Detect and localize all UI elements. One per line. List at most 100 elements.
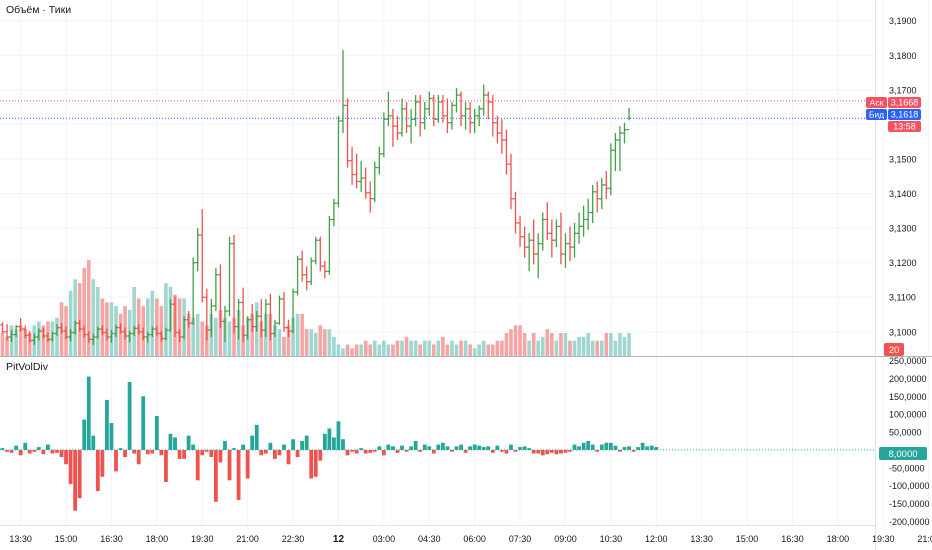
volume-bar (477, 344, 481, 356)
volume-bar (295, 313, 300, 356)
ohlc-bar (13, 324, 19, 337)
ohlc-bar (263, 298, 269, 337)
volume-bar (86, 260, 91, 356)
osc-bar (495, 445, 500, 450)
osc-bar (91, 435, 96, 450)
osc-pane-title[interactable]: PitVolDiv (6, 361, 49, 373)
ohlc-bar (0, 322, 5, 334)
osc-bar (531, 449, 536, 454)
price-tick-label: 3,1900 (889, 16, 917, 26)
volume-bar (191, 317, 195, 356)
ohlc-bar (227, 236, 232, 317)
volume-bar (627, 333, 631, 356)
volume-bar (463, 340, 468, 356)
price-tick-label: 3,1200 (889, 258, 917, 268)
ask-tag-bg (866, 97, 887, 108)
osc-bar (232, 448, 236, 450)
ohlc-bar (608, 143, 614, 196)
volume-bar (622, 336, 627, 356)
osc-bar (227, 449, 232, 481)
volume-bar (581, 336, 586, 356)
ohlc-bar (145, 331, 150, 343)
price-lines (0, 100, 875, 451)
ohlc-bar (72, 320, 78, 335)
osc-bar (427, 446, 432, 450)
osc-bar (259, 449, 264, 456)
ohlc-bar (59, 323, 64, 334)
volume-bar (418, 344, 422, 356)
osc-bar (23, 442, 28, 450)
osc-bar (200, 449, 205, 456)
volume-bar (595, 340, 600, 356)
countdown-bg (888, 121, 921, 132)
osc-bar (450, 449, 454, 452)
volume-bar (604, 333, 609, 356)
osc-bar (613, 445, 618, 450)
osc-bar (341, 439, 345, 450)
osc-bar (536, 449, 541, 454)
ohlc-bar (113, 324, 119, 337)
ohlc-bar (563, 233, 568, 268)
osc-tick-label: 150,0000 (889, 392, 927, 402)
volume-bar (195, 313, 200, 356)
osc-tick-label: 100,0000 (889, 410, 927, 420)
volume-bar (177, 298, 182, 356)
countdown-badge: 13:58 (888, 121, 921, 132)
volume-bar (164, 283, 168, 356)
osc-bar (577, 446, 581, 450)
ohlc-bar (445, 98, 450, 134)
ohlc-bar (295, 255, 300, 296)
ohlc-bar (499, 119, 505, 154)
ohlc-bar (336, 115, 341, 208)
volume-bar (345, 344, 350, 356)
osc-bar (522, 446, 527, 450)
volume-bar (336, 344, 341, 356)
ohlc-bar (281, 292, 287, 332)
osc-bar (440, 442, 445, 450)
ohlc-bar (150, 326, 155, 337)
osc-tick-label: 200,0000 (889, 374, 927, 384)
volume-bar (96, 287, 100, 356)
volume-bar (413, 340, 418, 356)
osc-bar (627, 446, 631, 450)
ohlc-bar (100, 325, 105, 336)
osc-bar (413, 441, 418, 450)
ask-badge: Аск 3,1668 (866, 97, 921, 108)
ohlc-bar (408, 108, 414, 144)
volume-bar (214, 317, 218, 356)
osc-bar (82, 419, 87, 450)
osc-bar (509, 444, 513, 450)
osc-bar (195, 449, 200, 481)
ohlc-bar (458, 91, 464, 127)
osc-bar (595, 449, 600, 452)
volume-bar (332, 336, 336, 356)
price-tick-label: 3,1400 (889, 189, 917, 199)
osc-bar (236, 449, 241, 500)
volume-bar (563, 333, 568, 356)
volume-bar (540, 336, 545, 356)
ohlc-bar (186, 311, 191, 328)
volume-bar (27, 333, 32, 356)
time-tick-label: 13:30 (690, 534, 713, 544)
osc-bar (436, 444, 441, 450)
ohlc-bar (513, 191, 518, 234)
osc-bar (431, 449, 436, 454)
main-pane-title[interactable]: Объём · Тики (6, 4, 71, 16)
ohlc-bar (309, 257, 314, 286)
oscillator-axis[interactable]: 250,0000 200,0000 150,0000 100,0000 50,0000 -… (889, 356, 930, 527)
ohlc-bar (581, 205, 586, 237)
bid-tag: Бид (869, 110, 884, 120)
osc-bar (640, 442, 645, 450)
volume-bar (132, 287, 136, 356)
osc-bar (608, 442, 613, 450)
time-axis[interactable]: 13:30 15:00 16:30 18:00 19:30 21:00 22:30 12 03:… (9, 534, 932, 545)
ohlc-bar (477, 105, 482, 127)
osc-bar (64, 449, 68, 465)
volume-bar (550, 333, 554, 356)
ohlc-bar (272, 319, 278, 337)
volume-bar (273, 325, 277, 356)
ohlc-bar (299, 250, 305, 282)
time-tick-label: 15:00 (55, 534, 78, 544)
osc-tick-label: -50,0000 (889, 463, 925, 473)
